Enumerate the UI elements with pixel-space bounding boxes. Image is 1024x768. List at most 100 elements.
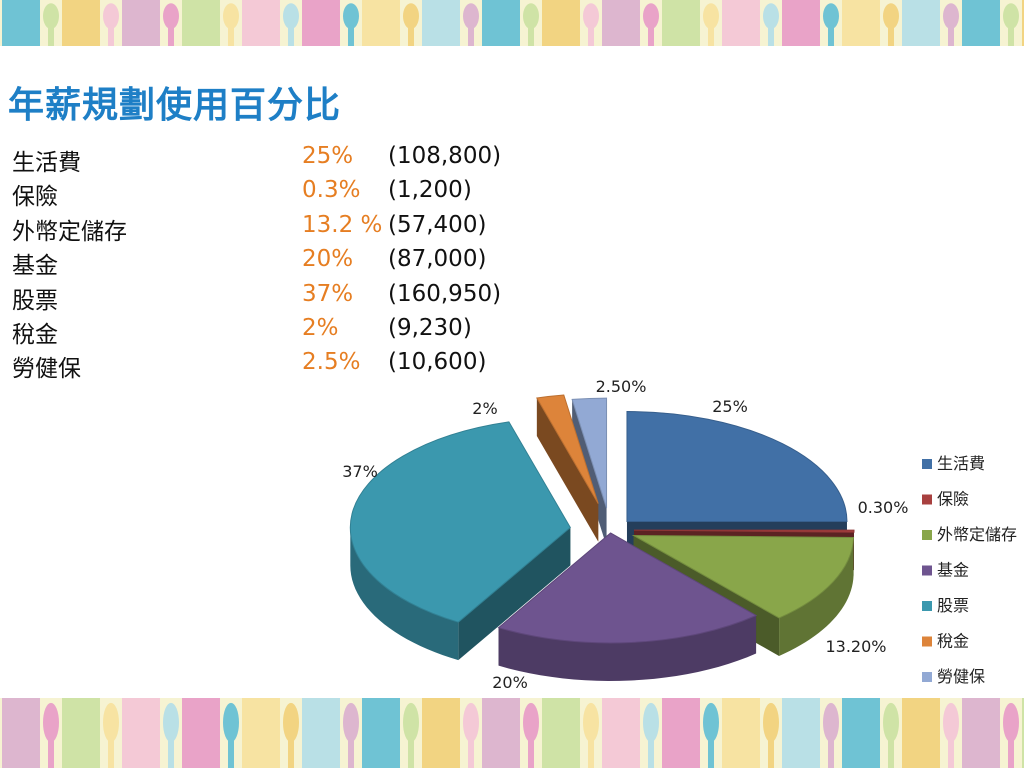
budget-percent: 0.3% <box>302 177 361 204</box>
band-stripe <box>602 0 640 46</box>
band-ornament <box>408 736 414 768</box>
band-ornament <box>463 702 479 743</box>
band-ornament <box>1008 25 1014 46</box>
band-stripe <box>62 0 100 46</box>
band-ornament <box>223 702 239 743</box>
band-ornament <box>48 736 54 768</box>
band-stripe <box>482 698 520 768</box>
band-ornament <box>163 702 179 743</box>
band-stripe <box>182 0 220 46</box>
band-stripe <box>1022 0 1024 46</box>
budget-amount: (10,600) <box>388 349 487 376</box>
budget-percent: 2.5% <box>302 349 361 376</box>
band-ornament <box>348 736 354 768</box>
budget-percent: 2% <box>302 314 339 341</box>
band-ornament <box>523 702 539 743</box>
band-stripe <box>62 698 100 768</box>
budget-amount: (87,000) <box>388 246 487 273</box>
budget-amount: (57,400) <box>388 211 487 238</box>
band-ornament <box>763 702 779 743</box>
band-stripe <box>902 698 940 768</box>
band-ornament <box>468 25 474 46</box>
band-ornament <box>583 702 599 743</box>
band-stripe <box>602 698 640 768</box>
budget-percent: 37% <box>302 280 354 307</box>
band-stripe <box>362 698 400 768</box>
band-ornament <box>468 736 474 768</box>
band-ornament <box>223 3 239 29</box>
band-ornament <box>1003 3 1019 29</box>
band-stripe <box>782 0 820 46</box>
band-stripe <box>842 0 880 46</box>
band-ornament <box>888 25 894 46</box>
band-stripe <box>302 0 340 46</box>
budget-label: 保險 <box>12 184 58 211</box>
bottom-decorative-band <box>0 698 1024 768</box>
band-stripe <box>422 698 460 768</box>
band-ornament <box>343 3 359 29</box>
budget-label: 稅金 <box>12 321 58 348</box>
band-ornament <box>588 736 594 768</box>
band-ornament <box>348 25 354 46</box>
band-ornament <box>343 702 359 743</box>
band-stripe <box>242 0 280 46</box>
band-stripe <box>2 0 40 46</box>
slide-title: 年薪規劃使用百分比 <box>8 85 342 126</box>
band-stripe <box>2 698 40 768</box>
band-ornament <box>768 25 774 46</box>
band-ornament <box>48 25 54 46</box>
band-stripe <box>122 0 160 46</box>
band-stripe <box>722 0 760 46</box>
band-ornament <box>643 3 659 29</box>
band-ornament <box>643 702 659 743</box>
band-ornament <box>943 3 959 29</box>
budget-percent: 25% <box>302 143 354 169</box>
band-stripe <box>722 698 760 768</box>
budget-label: 股票 <box>12 287 58 314</box>
band-ornament <box>1003 702 1019 743</box>
band-ornament <box>103 3 119 29</box>
band-ornament <box>588 25 594 46</box>
band-ornament <box>703 3 719 29</box>
band-ornament <box>823 702 839 743</box>
band-stripe <box>182 698 220 768</box>
band-ornament <box>403 3 419 29</box>
band-stripe <box>242 698 280 768</box>
budget-label: 基金 <box>12 253 58 280</box>
band-ornament <box>168 25 174 46</box>
band-ornament <box>288 736 294 768</box>
band-stripe <box>962 0 1000 46</box>
band-ornament <box>583 3 599 29</box>
band-stripe <box>782 698 820 768</box>
band-ornament <box>103 702 119 743</box>
band-ornament <box>708 25 714 46</box>
band-ornament <box>888 736 894 768</box>
band-ornament <box>228 25 234 46</box>
bottom-band-pattern <box>2 698 1024 768</box>
band-ornament <box>403 702 419 743</box>
band-ornament <box>948 736 954 768</box>
band-ornament <box>883 3 899 29</box>
band-stripe <box>662 698 700 768</box>
band-ornament <box>648 25 654 46</box>
slide: 年薪規劃使用百分比 生活費 25% (108,800) 保險 0.3% (1,200) 外幣… <box>0 46 1024 698</box>
band-ornament <box>763 3 779 29</box>
band-stripe <box>122 698 160 768</box>
band-ornament <box>943 702 959 743</box>
band-stripe <box>842 698 880 768</box>
band-stripe <box>302 698 340 768</box>
band-ornament <box>768 736 774 768</box>
band-stripe <box>1022 698 1024 768</box>
band-stripe <box>962 698 1000 768</box>
band-ornament <box>523 3 539 29</box>
band-ornament <box>288 25 294 46</box>
band-ornament <box>108 25 114 46</box>
budget-label: 外幣定儲存 <box>12 218 127 245</box>
budget-percent: 20% <box>302 246 354 273</box>
band-ornament <box>823 3 839 29</box>
band-stripe <box>362 0 400 46</box>
band-ornament <box>463 3 479 29</box>
band-ornament <box>528 25 534 46</box>
band-stripe <box>902 0 940 46</box>
band-ornament <box>228 736 234 768</box>
